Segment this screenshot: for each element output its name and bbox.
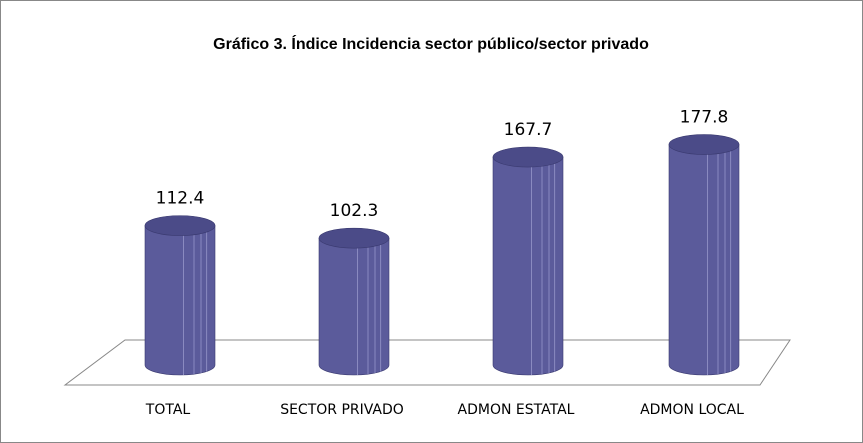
x-tick-label: SECTOR PRIVADO	[280, 402, 404, 418]
bar	[492, 156, 564, 376]
x-tick-label: ADMON ESTATAL	[458, 402, 575, 418]
data-label: 177.8	[680, 108, 729, 128]
bar-top	[492, 146, 564, 168]
bar-top	[318, 227, 390, 249]
x-tick-label: ADMON LOCAL	[640, 402, 744, 418]
data-label: 102.3	[330, 201, 379, 221]
data-label: 112.4	[156, 189, 205, 209]
chart-title: Gráfico 3. Índice Incidencia sector públ…	[213, 34, 649, 53]
data-label: 167.7	[504, 120, 553, 140]
x-tick-label: TOTAL	[145, 402, 191, 418]
bar	[668, 144, 740, 376]
bar	[318, 237, 390, 376]
bar-top	[668, 134, 740, 155]
floor	[63, 339, 791, 386]
bar	[144, 225, 216, 376]
bar-top	[144, 215, 216, 236]
